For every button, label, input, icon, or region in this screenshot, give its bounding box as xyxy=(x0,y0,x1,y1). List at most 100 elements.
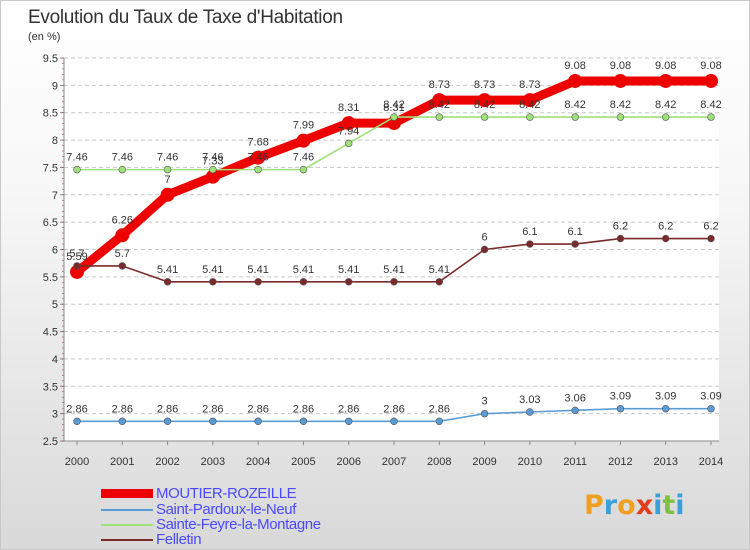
data-point xyxy=(707,405,715,413)
data-label: 7.94 xyxy=(338,125,359,137)
data-point xyxy=(160,187,175,202)
data-label: 8.42 xyxy=(383,99,404,111)
x-tick-label: 2002 xyxy=(155,456,179,468)
x-tick-label: 2005 xyxy=(291,456,315,468)
y-tick-label: 5.5 xyxy=(43,272,58,284)
logo-letter: t xyxy=(662,490,676,521)
legend-label-sainte-feyre: Sainte-Feyre-la-Montagne xyxy=(156,516,321,533)
data-label: 8.42 xyxy=(655,99,676,111)
data-point xyxy=(118,165,126,174)
data-label: 5.41 xyxy=(202,264,223,276)
x-tick-label: 2009 xyxy=(472,456,496,468)
y-tick-label: 6 xyxy=(52,245,58,257)
data-point xyxy=(526,240,534,248)
data-label: 3.09 xyxy=(610,391,631,403)
x-tick-label: 2010 xyxy=(518,456,542,468)
data-label: 9.08 xyxy=(655,60,676,72)
data-point xyxy=(163,165,172,174)
data-point xyxy=(115,228,130,243)
data-point xyxy=(662,234,670,243)
data-label: 8.73 xyxy=(519,79,540,91)
data-label: 2.86 xyxy=(247,403,268,415)
data-label: 6.1 xyxy=(522,226,537,238)
data-point xyxy=(209,165,217,174)
x-tick-label: 2012 xyxy=(608,456,632,468)
data-label: 6.2 xyxy=(613,221,628,233)
data-point xyxy=(571,113,579,121)
data-point xyxy=(345,417,353,426)
data-point xyxy=(73,417,81,426)
data-point xyxy=(341,116,356,131)
data-label: 5.41 xyxy=(247,264,268,276)
data-point xyxy=(209,278,217,286)
data-label: 3.03 xyxy=(519,394,540,406)
legend-swatch-sainte-feyre xyxy=(101,524,153,526)
data-label: 3.09 xyxy=(655,391,676,403)
data-label: 8.42 xyxy=(474,99,495,111)
data-point xyxy=(254,278,262,286)
data-label: 7.68 xyxy=(247,137,268,149)
data-label: 7.46 xyxy=(247,152,268,164)
data-label: 6.26 xyxy=(112,214,133,226)
data-label: 5.59 xyxy=(66,251,87,263)
data-point xyxy=(613,73,628,88)
data-point xyxy=(435,417,443,426)
proxiti-logo: Proxiti xyxy=(584,490,685,521)
y-tick-label: 6.5 xyxy=(43,217,58,229)
x-tick-label: 2013 xyxy=(653,456,677,468)
data-label: 8.42 xyxy=(700,99,721,111)
y-tick-label: 9.5 xyxy=(43,53,58,65)
x-tick-label: 2011 xyxy=(563,456,587,468)
data-label: 5.41 xyxy=(157,264,178,276)
data-point xyxy=(658,73,673,88)
x-tick-label: 2014 xyxy=(699,456,723,468)
data-point xyxy=(118,262,126,270)
data-label: 7.46 xyxy=(112,152,133,164)
data-label: 2.86 xyxy=(112,403,133,415)
data-point xyxy=(299,165,308,174)
data-point xyxy=(390,113,398,121)
data-point xyxy=(390,278,398,286)
data-point xyxy=(571,406,579,415)
y-tick-label: 8.5 xyxy=(43,108,58,120)
data-label: 2.86 xyxy=(293,403,314,415)
y-tick-label: 3 xyxy=(52,409,58,421)
data-point xyxy=(163,417,172,426)
data-point xyxy=(477,93,492,108)
x-tick-label: 2001 xyxy=(110,456,134,468)
data-label: 7.33 xyxy=(202,156,223,168)
unit-label: (en %) xyxy=(28,31,61,43)
data-label: 6 xyxy=(482,232,488,244)
data-point xyxy=(568,73,583,88)
data-point xyxy=(526,408,534,416)
data-point xyxy=(73,165,81,174)
data-label: 2.86 xyxy=(66,403,87,415)
data-label: 8.31 xyxy=(383,102,404,114)
data-label: 7.46 xyxy=(66,152,87,164)
data-point xyxy=(73,262,81,270)
y-tick-label: 4.5 xyxy=(43,327,58,339)
legend-label-moutier: MOUTIER-ROZEILLE xyxy=(156,485,297,502)
data-label: 8.42 xyxy=(564,99,585,111)
logo-letter: r xyxy=(603,490,618,521)
data-label: 8.42 xyxy=(429,99,450,111)
data-label: 9.08 xyxy=(610,60,631,72)
data-label: 8.42 xyxy=(519,99,540,111)
data-label: 5.41 xyxy=(429,264,450,276)
data-point xyxy=(707,234,715,243)
data-label: 8.31 xyxy=(338,102,359,114)
data-point xyxy=(299,417,308,426)
y-tick-label: 7.5 xyxy=(43,162,58,174)
data-label: 3 xyxy=(482,396,488,408)
x-tick-label: 2006 xyxy=(336,456,360,468)
data-point xyxy=(205,169,220,184)
data-point xyxy=(345,139,353,148)
data-point xyxy=(522,93,537,108)
data-point xyxy=(662,405,670,413)
data-point xyxy=(707,113,715,121)
data-label: 8.73 xyxy=(429,79,450,91)
y-tick-label: 5 xyxy=(52,299,58,311)
data-point xyxy=(704,73,718,88)
